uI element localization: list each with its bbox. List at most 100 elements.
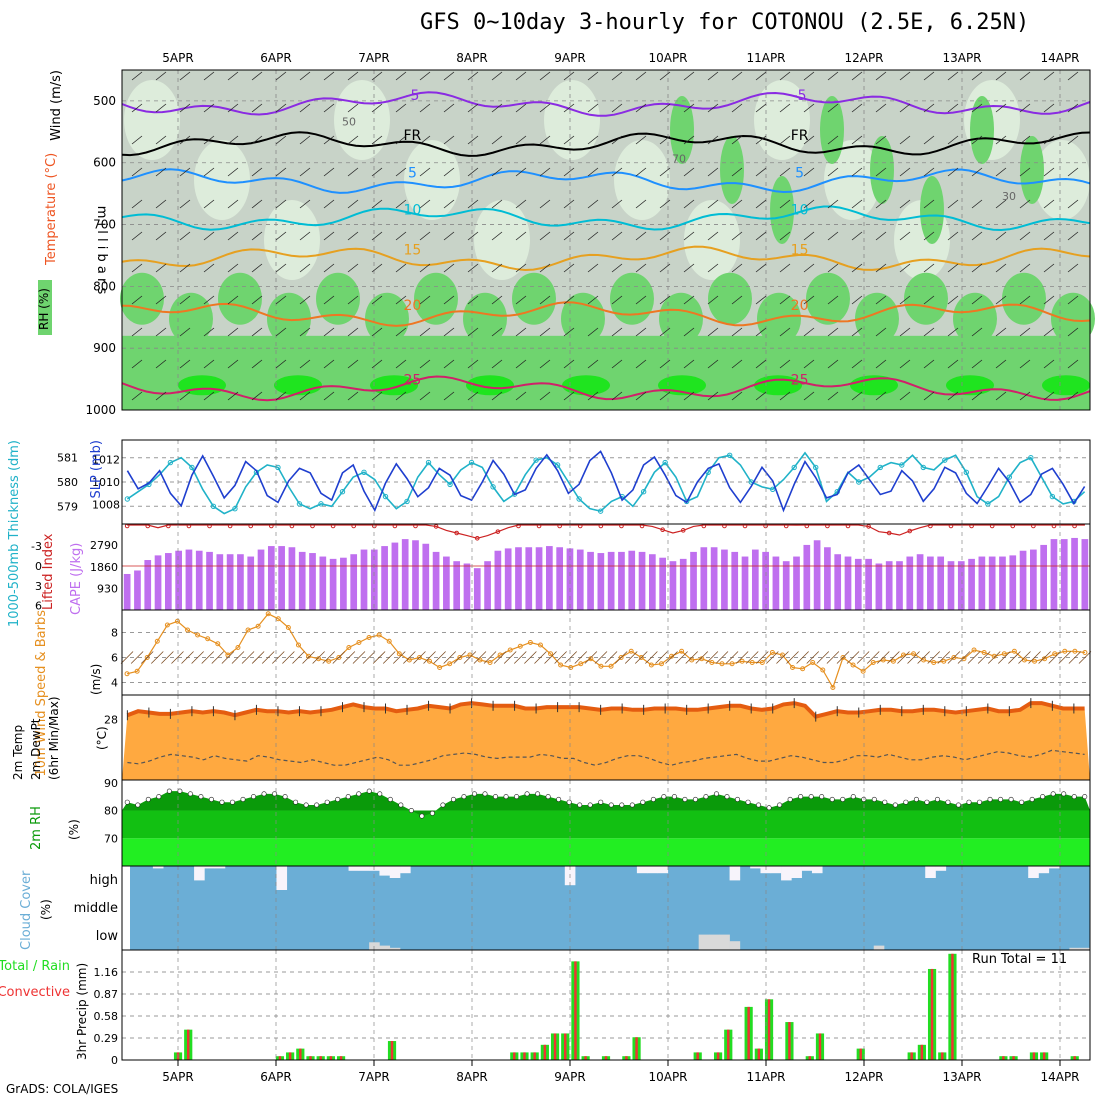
- wind-barb: [1043, 391, 1055, 401]
- surface-wind-barb: [816, 651, 830, 664]
- temperature-contour-label: FR: [791, 128, 809, 144]
- cape-bar: [422, 543, 430, 610]
- rh2m-marker: [808, 794, 814, 800]
- surface-wind-barb: [393, 651, 406, 664]
- wind-barb: [1067, 359, 1079, 369]
- wind-barb: [491, 199, 503, 209]
- wind-barb: [539, 167, 551, 177]
- precip-convective-bar: [625, 1056, 628, 1060]
- thickness-marker: [662, 459, 668, 466]
- temp-unit-label: (°C): [95, 726, 109, 750]
- wind-barb: [947, 295, 959, 305]
- li-marker: [495, 529, 501, 534]
- wind-barb: [683, 327, 695, 337]
- wind-speed-marker: [679, 648, 685, 654]
- cape-bar: [340, 557, 347, 610]
- cloud-high-gap: [1038, 866, 1050, 874]
- thickness-tick-label: 579: [57, 500, 78, 513]
- wind-barb: [755, 71, 767, 81]
- wind-barb: [323, 295, 335, 305]
- wind-speed-marker: [981, 650, 987, 655]
- wind-barb: [203, 263, 215, 273]
- wind-barb: [395, 135, 407, 145]
- surface-wind-barb: [776, 651, 789, 664]
- cape-bar: [576, 549, 584, 610]
- surface-wind-barb: [695, 651, 709, 664]
- cape-bar: [267, 546, 275, 610]
- rh-green-blob: [267, 292, 311, 345]
- wind-speed-marker: [144, 655, 150, 660]
- rh2m-marker: [577, 802, 583, 808]
- precip-convective-bar: [788, 1022, 791, 1060]
- wind-barb: [323, 71, 335, 81]
- wind-barb: [419, 103, 431, 113]
- wind-barb: [875, 391, 887, 401]
- wind-barb: [923, 327, 935, 337]
- rh-green-upper-blob: [720, 136, 744, 204]
- precip-tick-label: 0.58: [94, 1010, 119, 1023]
- surface-wind-barb: [503, 651, 517, 664]
- rh-green-blob: [708, 272, 752, 325]
- rh2m-marker: [724, 794, 730, 800]
- top-date-label: 12APR: [844, 51, 883, 65]
- wind-barb: [995, 327, 1007, 337]
- wind-barb: [179, 327, 191, 337]
- wind-speed-marker: [527, 640, 533, 645]
- cloud-high-gap: [276, 866, 288, 890]
- wind-speed-marker: [628, 648, 634, 654]
- wind-barb: [683, 231, 695, 241]
- cloud-high-gap: [657, 866, 669, 874]
- precip-convective-bar: [920, 1044, 924, 1060]
- wind-barb: [299, 231, 311, 241]
- wind-speed-marker: [1032, 658, 1038, 664]
- precip-convective-bar: [278, 1056, 282, 1060]
- wind-barb: [587, 71, 599, 81]
- wind-barb: [611, 295, 623, 305]
- thickness-marker: [856, 479, 862, 485]
- surface-wind-barb: [645, 651, 658, 664]
- wind-barb: [899, 167, 911, 177]
- wind-barb: [251, 71, 263, 81]
- rh2m-marker: [198, 794, 204, 800]
- cloud-base: [130, 866, 1090, 950]
- wind-barb: [827, 199, 839, 209]
- rh-green-blob: [855, 292, 899, 345]
- wind-barb: [155, 391, 167, 401]
- rh2m-marker: [629, 802, 635, 808]
- precip-convective-bar: [910, 1052, 913, 1060]
- wind-barb: [251, 327, 263, 337]
- wind-barb: [947, 391, 959, 401]
- wind-barb: [227, 71, 239, 81]
- temp-axis-label: (6hr Min/Max): [47, 697, 61, 781]
- rh-green-blob: [953, 292, 997, 345]
- precip-convective-bar: [543, 1044, 547, 1060]
- temperature-contour: [121, 168, 1091, 194]
- wind-barb: [275, 359, 287, 369]
- wind-barb: [491, 71, 503, 81]
- wind-barb: [371, 391, 383, 401]
- thickness-marker: [210, 503, 217, 509]
- wind-barb: [563, 135, 575, 145]
- rh2m-marker: [713, 791, 719, 797]
- wind-barb: [611, 135, 623, 145]
- wind-barb: [491, 295, 503, 305]
- surface-wind-barb: [675, 651, 688, 664]
- cloud-low-gap: [873, 945, 885, 950]
- wind-barb: [443, 71, 455, 81]
- surface-wind-barb: [382, 651, 396, 664]
- rh2m-marker: [1071, 794, 1077, 800]
- thickness-marker: [232, 506, 238, 512]
- surface-wind-barb: [221, 651, 235, 664]
- rh2m-marker: [619, 802, 625, 808]
- wind-barb: [1067, 295, 1079, 305]
- wind-barb: [731, 327, 743, 337]
- pressure-tick-label: 500: [93, 94, 116, 108]
- wind-barb: [1019, 231, 1031, 241]
- wind-barb: [755, 391, 767, 401]
- wind-barb: [539, 263, 551, 273]
- temperature-contour-label: 5: [408, 165, 417, 181]
- rh-green-upper-blob: [670, 96, 694, 164]
- rh-green-blob: [610, 272, 654, 325]
- wind-speed-marker: [830, 685, 836, 690]
- wind-barb: [539, 71, 551, 81]
